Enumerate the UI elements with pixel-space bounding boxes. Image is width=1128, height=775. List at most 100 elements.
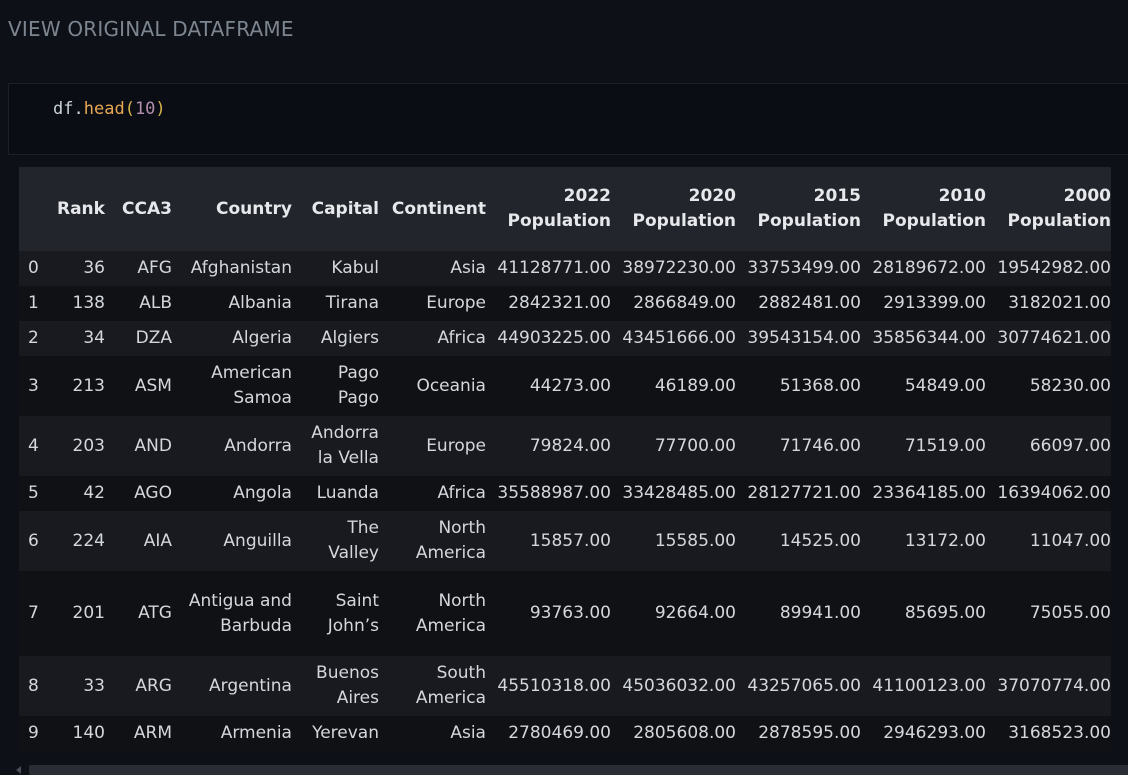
cell-2015-population: 51368.00 xyxy=(779,375,861,396)
cell-2000-population: 66097.00 xyxy=(1029,435,1111,456)
cell-2000-population: 37070774.00 xyxy=(997,675,1111,696)
cell-continent: Oceania xyxy=(416,375,486,396)
cell-rank: 36 xyxy=(83,258,105,278)
cell-cca3: AFG xyxy=(137,258,172,278)
cell-capital: Tirana xyxy=(325,293,379,313)
cell-2020-population: 46189.00 xyxy=(654,375,736,396)
cell-country: American Samoa xyxy=(211,363,292,408)
cell-continent: Europe xyxy=(426,293,486,313)
cell-continent: Africa xyxy=(437,483,486,503)
cell-2020-population: 43451666.00 xyxy=(622,328,736,348)
dataframe-table: Rank CCA3 Country Capital Continent 2022… xyxy=(19,167,1111,751)
scroll-left-arrow-icon[interactable] xyxy=(16,766,21,774)
cell-2022-population: 44903225.00 xyxy=(497,328,611,348)
cell-index: 8 xyxy=(28,675,39,696)
cell-2015-population: 28127721.00 xyxy=(747,483,861,503)
dataframe-table-container[interactable]: Rank CCA3 Country Capital Continent 2022… xyxy=(19,167,1128,751)
code-cell[interactable]: df.head(10) xyxy=(8,83,1128,155)
header-2010-population: 2010 Population xyxy=(882,186,986,231)
cell-2022-population: 2780469.00 xyxy=(508,723,611,743)
cell-2010-population: 28189672.00 xyxy=(872,258,986,278)
cell-2000-population: 11047.00 xyxy=(1029,530,1111,551)
cell-capital: Yerevan xyxy=(312,723,379,743)
code-close-paren: ) xyxy=(155,99,166,119)
cell-2010-population: 35856344.00 xyxy=(872,328,986,348)
header-2022-population: 2022 Population xyxy=(507,186,611,231)
cell-capital: Pago Pago xyxy=(337,363,379,408)
cell-rank: 33 xyxy=(83,675,105,696)
cell-cca3: AND xyxy=(134,435,172,456)
header-2020-population: 2020 Population xyxy=(632,186,736,231)
cell-2020-population: 2805608.00 xyxy=(633,723,736,743)
header-country: Country xyxy=(216,198,292,219)
cell-rank: 201 xyxy=(72,603,105,623)
header-2000-population: 2000 Population xyxy=(1007,186,1111,231)
cell-2010-population: 13172.00 xyxy=(904,530,986,551)
cell-country: Angola xyxy=(233,483,292,503)
table-row: 6 224 AIA Anguilla The Valley North Amer… xyxy=(19,511,1111,571)
header-2015-population: 2015 Population xyxy=(757,186,861,231)
cell-rank: 213 xyxy=(72,375,105,396)
cell-2000-population: 16394062.00 xyxy=(997,483,1111,503)
table-row: 5 42 AGO Angola Luanda Africa 35588987.0… xyxy=(19,476,1111,511)
cell-index: 0 xyxy=(28,258,39,278)
cell-2000-population: 19542982.00 xyxy=(997,258,1111,278)
cell-cca3: AIA xyxy=(143,530,172,551)
cell-rank: 42 xyxy=(83,483,105,503)
cell-cca3: AGO xyxy=(134,483,172,503)
cell-country: Antigua and Barbuda xyxy=(188,590,292,636)
cell-index: 4 xyxy=(28,435,39,456)
cell-2022-population: 45510318.00 xyxy=(497,675,611,696)
cell-2010-population: 23364185.00 xyxy=(872,483,986,503)
code-dot: . xyxy=(73,99,84,119)
cell-2022-population: 93763.00 xyxy=(529,603,611,623)
table-row: 0 36 AFG Afghanistan Kabul Asia 41128771… xyxy=(19,251,1111,286)
table-row: 2 34 DZA Algeria Algiers Africa 44903225… xyxy=(19,321,1111,356)
cell-country: Afghanistan xyxy=(190,258,292,278)
cell-2020-population: 15585.00 xyxy=(654,530,736,551)
cell-rank: 138 xyxy=(72,293,105,313)
cell-rank: 203 xyxy=(72,435,105,456)
cell-country: Armenia xyxy=(220,723,292,743)
cell-capital: Andorra la Vella xyxy=(311,423,379,468)
cell-2022-population: 44273.00 xyxy=(529,375,611,396)
cell-capital: Saint John’s xyxy=(327,590,379,636)
cell-continent: Asia xyxy=(450,723,486,743)
cell-index: 5 xyxy=(28,483,39,503)
cell-rank: 34 xyxy=(83,328,105,348)
cell-cca3: ARM xyxy=(133,723,172,743)
table-row: 7 201 ATG Antigua and Barbuda Saint John… xyxy=(19,571,1111,656)
cell-capital: The Valley xyxy=(328,518,379,563)
horizontal-scrollbar[interactable] xyxy=(29,765,1128,775)
cell-cca3: ARG xyxy=(135,675,172,696)
table-row: 3 213 ASM American Samoa Pago Pago Ocean… xyxy=(19,356,1111,416)
header-cca3: CCA3 xyxy=(122,198,172,219)
code-object: df xyxy=(53,99,74,119)
cell-2020-population: 2866849.00 xyxy=(633,293,736,313)
code-arg: 10 xyxy=(134,99,156,119)
header-continent: Continent xyxy=(391,198,486,219)
cell-index: 1 xyxy=(28,293,39,313)
cell-continent: Africa xyxy=(437,328,486,348)
cell-2015-population: 89941.00 xyxy=(779,603,861,623)
cell-2010-population: 71519.00 xyxy=(904,435,986,456)
cell-2010-population: 54849.00 xyxy=(904,375,986,396)
cell-capital: Kabul xyxy=(331,258,379,278)
code-line: df.head(10) xyxy=(53,99,166,119)
cell-continent: Europe xyxy=(426,435,486,456)
header-capital: Capital xyxy=(311,198,379,219)
table-row: 1 138 ALB Albania Tirana Europe 2842321.… xyxy=(19,286,1111,321)
cell-2015-population: 39543154.00 xyxy=(747,328,861,348)
table-row: 9 140 ARM Armenia Yerevan Asia 2780469.0… xyxy=(19,716,1111,751)
cell-2022-population: 79824.00 xyxy=(529,435,611,456)
cell-capital: Luanda xyxy=(316,483,379,503)
cell-2010-population: 85695.00 xyxy=(904,603,986,623)
code-method: head xyxy=(83,99,125,119)
cell-country: Anguilla xyxy=(223,530,292,551)
cell-2000-population: 30774621.00 xyxy=(997,328,1111,348)
cell-cca3: ATG xyxy=(138,603,172,623)
cell-country: Argentina xyxy=(209,675,292,696)
cell-cca3: ASM xyxy=(134,375,172,396)
cell-index: 3 xyxy=(28,375,39,396)
cell-rank: 140 xyxy=(72,723,105,743)
